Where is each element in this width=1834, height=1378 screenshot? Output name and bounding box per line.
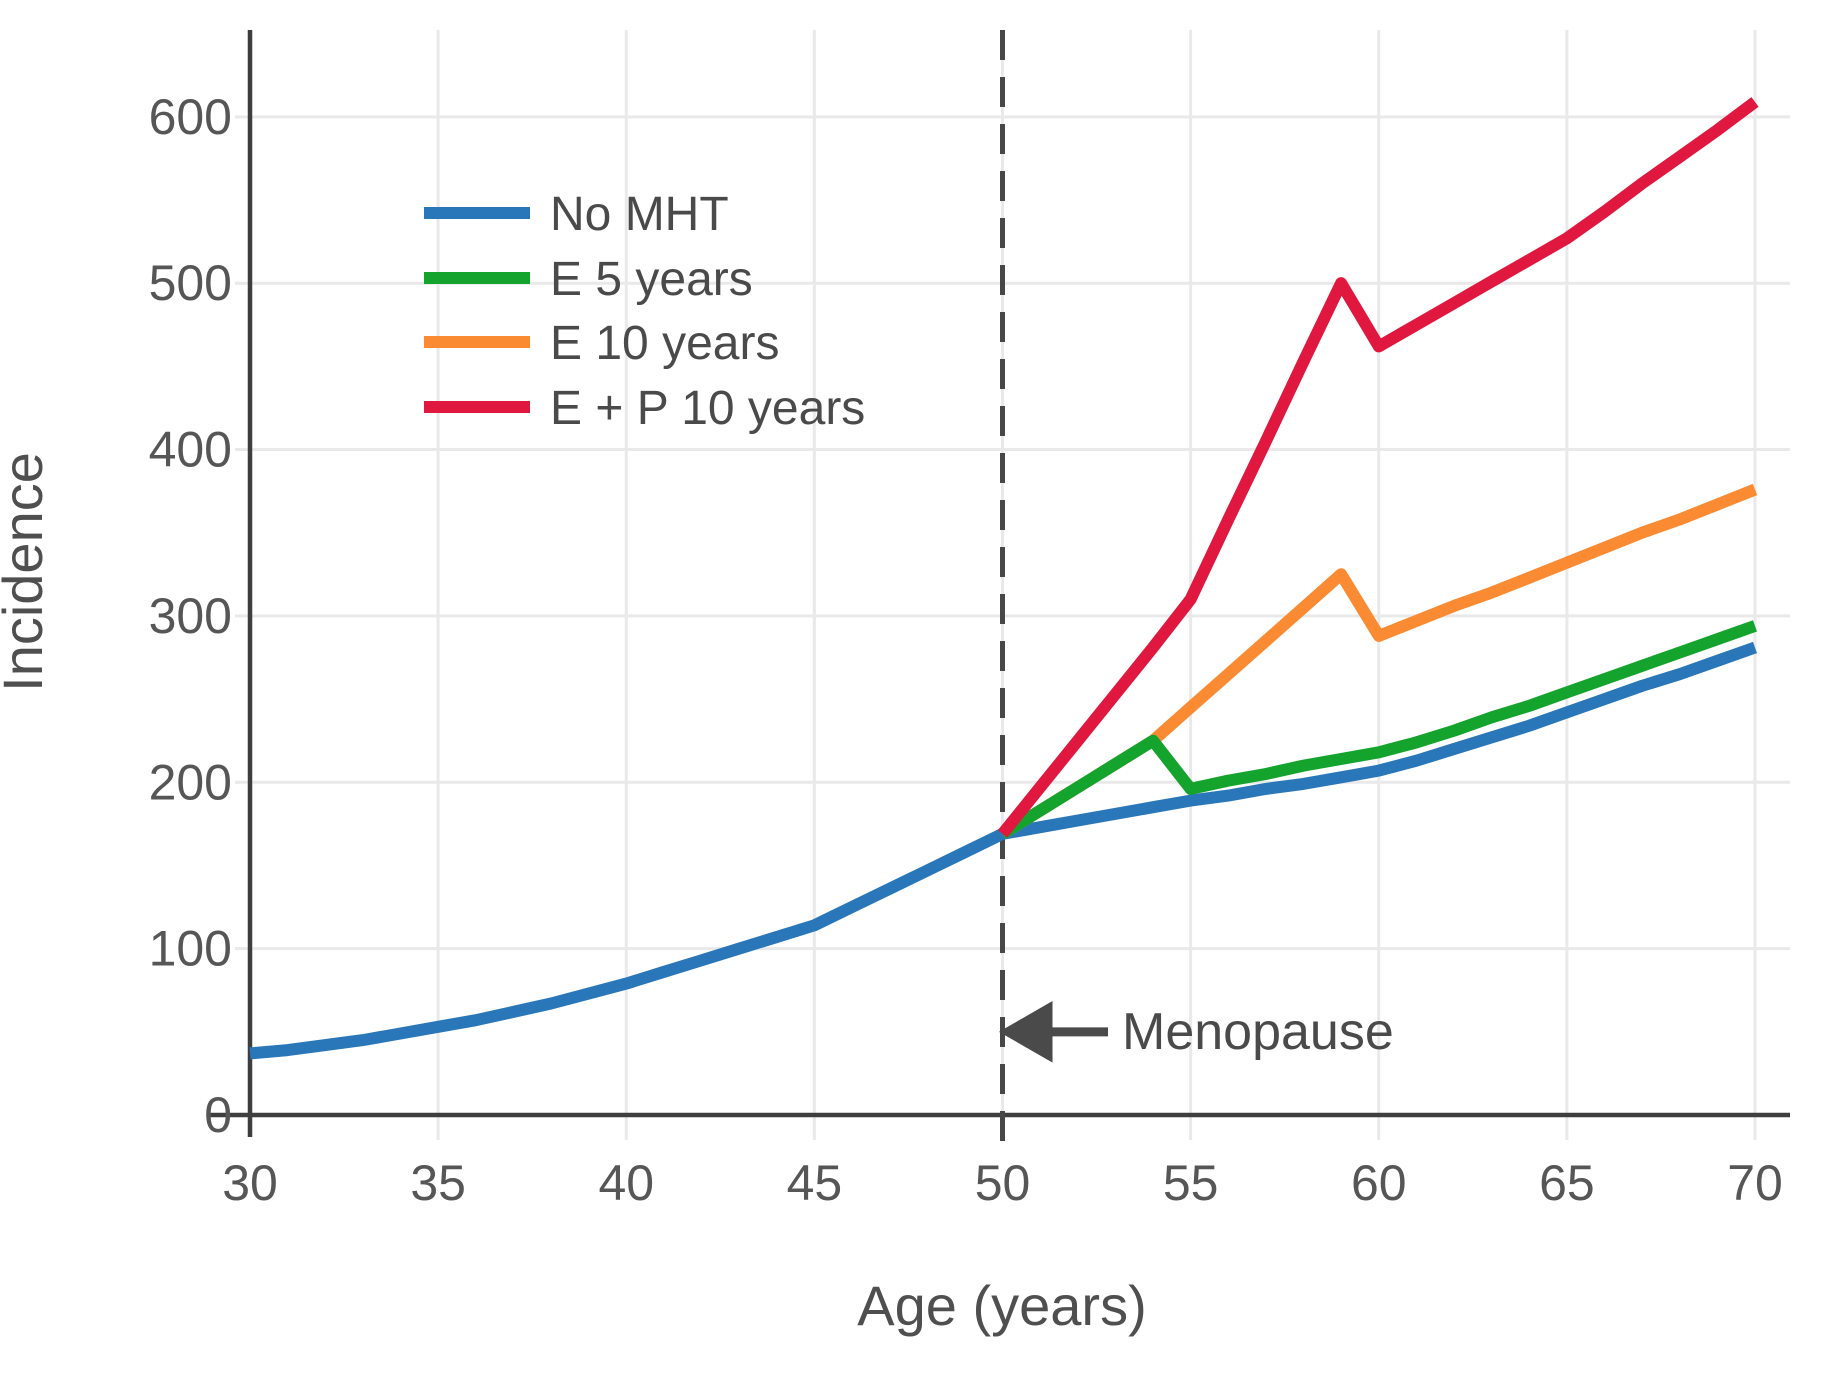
data-series-layer bbox=[249, 97, 1759, 1060]
gridlines bbox=[235, 30, 1790, 1140]
x-tick-label-50: 50 bbox=[975, 1155, 1031, 1211]
x-tick-label-35: 35 bbox=[410, 1155, 466, 1211]
y-tick-label-500: 500 bbox=[149, 255, 232, 311]
y-tick-label-400: 400 bbox=[149, 422, 232, 478]
series-line-e-p-10-years bbox=[997, 97, 1759, 838]
y-tick-label-300: 300 bbox=[149, 588, 232, 644]
legend: No MHT E 5 years E 10 years E + P 10 years bbox=[424, 188, 865, 435]
menopause-annotation: Menopause bbox=[998, 1001, 1394, 1063]
x-tick-label-60: 60 bbox=[1351, 1155, 1407, 1211]
legend-label-e-10-years: E 10 years bbox=[550, 317, 779, 370]
x-tick-label-70: 70 bbox=[1727, 1155, 1783, 1211]
legend-label-e-p-10-years: E + P 10 years bbox=[550, 382, 865, 435]
x-axis-title: Age (years) bbox=[857, 1274, 1146, 1337]
x-tick-label-30: 30 bbox=[222, 1155, 278, 1211]
legend-label-no-mht: No MHT bbox=[550, 188, 729, 241]
x-tick-label-55: 55 bbox=[1163, 1155, 1219, 1211]
legend-label-e-5-years: E 5 years bbox=[550, 253, 753, 306]
tick-labels: 30 35 40 45 50 55 60 65 70 0 100 200 300 400 500 600 bbox=[149, 89, 1783, 1211]
x-tick-label-65: 65 bbox=[1539, 1155, 1595, 1211]
y-tick-label-200: 200 bbox=[149, 754, 232, 810]
x-tick-label-45: 45 bbox=[787, 1155, 843, 1211]
y-tick-label-0: 0 bbox=[204, 1087, 232, 1143]
x-tick-label-40: 40 bbox=[598, 1155, 654, 1211]
y-axis-title: Incidence bbox=[0, 452, 54, 692]
menopause-arrow-head-icon bbox=[998, 1001, 1053, 1063]
menopause-label: Menopause bbox=[1122, 1003, 1394, 1061]
series-line-e-5-years bbox=[999, 620, 1758, 840]
y-tick-label-600: 600 bbox=[149, 89, 232, 145]
y-tick-label-100: 100 bbox=[149, 921, 232, 977]
